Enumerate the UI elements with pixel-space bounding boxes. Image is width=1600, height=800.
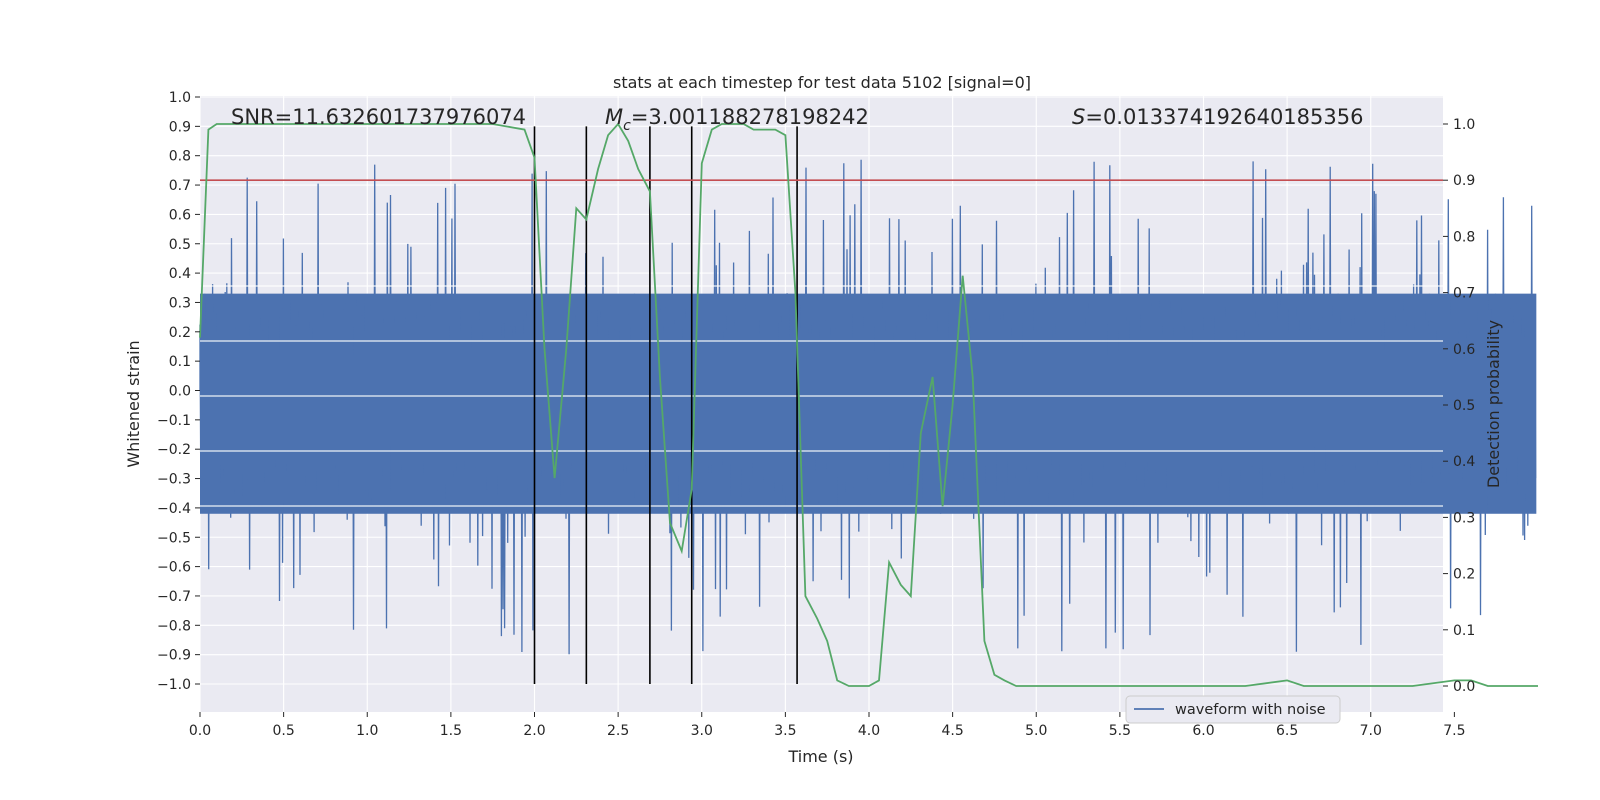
probability-series xyxy=(199,122,1538,687)
waveform-series xyxy=(199,159,1537,655)
y-tick-label: 0.1 xyxy=(169,354,191,370)
mc-subscript: c xyxy=(623,118,631,134)
y-tick-label: −0.3 xyxy=(157,472,191,488)
mc-symbol: M xyxy=(605,105,623,129)
x-axis-label: Time (s) xyxy=(787,747,853,766)
s-value: =0.013374192640185356 xyxy=(1085,105,1363,129)
y-tick-label: 0.4 xyxy=(169,266,191,282)
y-tick-label: 0.6 xyxy=(169,207,191,223)
chart-title: stats at each timestep for test data 510… xyxy=(613,73,1031,92)
y-tick-label: −0.7 xyxy=(157,589,191,605)
y-right-tick-label: 0.4 xyxy=(1453,454,1475,470)
x-tick-label: 5.0 xyxy=(1025,723,1047,739)
y-right-axis-label: Detection probability xyxy=(1484,320,1503,488)
y-tick-label: 1.0 xyxy=(169,90,191,106)
y-right-axis-ticks: 0.0 0.1 0.2 0.3 0.4 0.5 0.6 0.7 0.8 0.9 1.0 xyxy=(1443,117,1475,695)
y-right-tick-label: 0.6 xyxy=(1453,342,1475,358)
snr-annotation: SNR=11.632601737976074 xyxy=(231,105,526,129)
legend-label-waveform: waveform with noise xyxy=(1175,702,1326,718)
y-tick-label: −0.1 xyxy=(157,413,191,429)
y-tick-label: 0.2 xyxy=(169,325,191,341)
x-tick-label: 0.5 xyxy=(272,723,294,739)
x-tick-label: 3.0 xyxy=(691,723,713,739)
y-tick-label: −0.5 xyxy=(157,530,191,546)
s-symbol: S xyxy=(1072,105,1085,129)
y-tick-label: −1.0 xyxy=(157,677,191,693)
y-tick-label: −0.2 xyxy=(157,442,191,458)
y-axis-label: Whitened strain xyxy=(124,340,143,467)
y-right-tick-label: 1.0 xyxy=(1453,117,1475,133)
y-right-tick-label: 0.3 xyxy=(1453,510,1475,526)
y-tick-label: 0.3 xyxy=(169,295,191,311)
y-tick-label: −0.8 xyxy=(157,618,191,634)
x-tick-label: 4.0 xyxy=(858,723,880,739)
y-right-tick-label: 0.2 xyxy=(1453,567,1475,583)
x-tick-label: 4.5 xyxy=(941,723,963,739)
x-tick-label: 1.5 xyxy=(440,723,462,739)
detection-probability-line xyxy=(199,122,1538,687)
y-axis-ticks: −1.0 −0.9 −0.8 −0.7 −0.6 −0.5 −0.4 −0.3 −0.2 −0.1… xyxy=(157,90,200,693)
y-right-tick-label: 0.8 xyxy=(1453,229,1475,245)
y-right-tick-label: 0.7 xyxy=(1453,286,1475,302)
y-tick-label: 0.8 xyxy=(169,149,191,165)
y-right-tick-label: 0.9 xyxy=(1453,173,1475,189)
s-annotation: S=0.013374192640185356 xyxy=(1072,105,1363,129)
y-right-tick-label: 0.0 xyxy=(1453,679,1475,695)
waveform-with-noise-line xyxy=(199,159,1537,655)
x-tick-label: 2.0 xyxy=(523,723,545,739)
x-tick-label: 1.0 xyxy=(356,723,378,739)
y-tick-label: −0.6 xyxy=(157,560,191,576)
y-right-tick-label: 0.5 xyxy=(1453,398,1475,414)
x-tick-label: 6.0 xyxy=(1192,723,1214,739)
x-tick-label: 7.5 xyxy=(1443,723,1465,739)
mc-value: =3.001188278198242 xyxy=(631,105,869,129)
y-tick-label: 0.9 xyxy=(169,119,191,135)
x-tick-label: 5.5 xyxy=(1109,723,1131,739)
x-tick-label: 7.0 xyxy=(1360,723,1382,739)
y-tick-label: 0.0 xyxy=(169,384,191,400)
x-axis-ticks: 0.0 0.5 1.0 1.5 2.0 2.5 3.0 3.5 4.0 4.5 5.0 5.5 6.0 6… xyxy=(189,712,1466,739)
x-tick-label: 2.5 xyxy=(607,723,629,739)
mc-annotation: Mc=3.001188278198242 xyxy=(605,105,869,134)
legend: waveform with noise xyxy=(1125,695,1341,724)
y-tick-label: 0.5 xyxy=(169,237,191,253)
y-tick-label: −0.4 xyxy=(157,501,191,517)
x-tick-label: 6.5 xyxy=(1276,723,1298,739)
y-tick-label: 0.7 xyxy=(169,178,191,194)
legend-box xyxy=(1125,695,1341,724)
y-right-tick-label: 0.1 xyxy=(1453,623,1475,639)
y-tick-label: −0.9 xyxy=(157,648,191,664)
x-tick-label: 3.5 xyxy=(774,723,796,739)
x-tick-label: 0.0 xyxy=(189,723,211,739)
